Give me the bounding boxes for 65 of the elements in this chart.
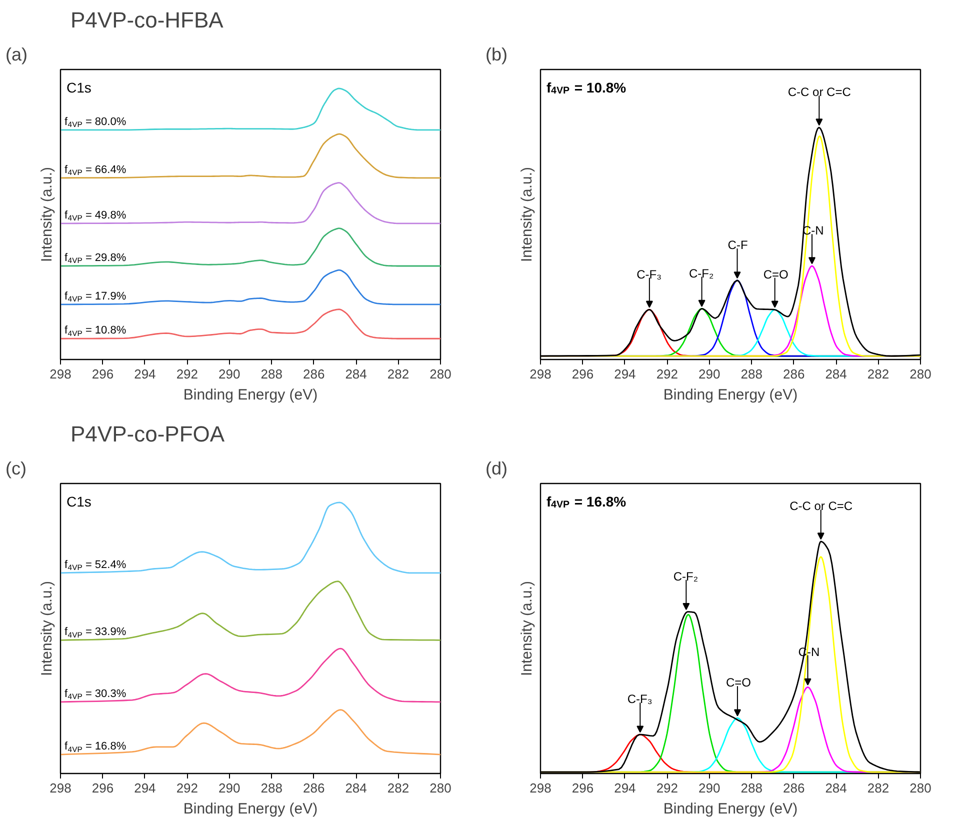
x-tick-label: 296	[572, 366, 594, 382]
x-tick-label: 296	[572, 780, 594, 796]
x-tick-label: 294	[134, 366, 156, 382]
y-axis-title: Intensity (a.u.)	[518, 166, 536, 262]
x-tick-label: 292	[656, 780, 678, 796]
text: (d)	[486, 458, 508, 478]
annotation: C1s	[66, 80, 92, 96]
x-tick-label: 288	[260, 780, 282, 796]
x-tick-label: 282	[867, 366, 890, 382]
x-axis-title: Binding Energy (eV)	[183, 800, 318, 817]
y-axis-title: Intensity (a.u.)	[38, 580, 56, 676]
x-tick-label: 280	[430, 780, 452, 796]
x-tick-label: 286	[302, 366, 325, 382]
annotation: C=O	[726, 676, 751, 690]
x-tick-label: 298	[50, 366, 72, 382]
x-tick-label: 292	[176, 780, 198, 796]
x-tick-label: 290	[698, 780, 720, 796]
annotation: C-C or C=C	[790, 499, 853, 514]
x-axis-title: Binding Energy (eV)	[663, 800, 798, 817]
annotation: C-F₂	[688, 266, 714, 280]
x-axis-title: Binding Energy (eV)	[183, 386, 318, 404]
y-axis-title: Intensity (a.u.)	[518, 580, 536, 676]
annotation: C=O	[763, 267, 788, 282]
x-tick-label: 286	[782, 366, 805, 382]
x-tick-label: 280	[910, 780, 932, 796]
x-tick-label: 296	[92, 366, 114, 382]
x-axis-title: Binding Energy (eV)	[663, 386, 798, 404]
x-tick-label: 284	[825, 366, 847, 382]
x-tick-label: 280	[910, 366, 932, 382]
annotation: C-F₃	[636, 267, 662, 282]
x-tick-label: 294	[614, 780, 636, 796]
x-tick-label: 288	[740, 366, 762, 382]
text: (c)	[6, 458, 26, 478]
x-tick-label: 282	[387, 366, 410, 382]
x-tick-label: 292	[176, 366, 198, 382]
annotation: C-F	[728, 238, 748, 252]
x-tick-label: 290	[218, 780, 240, 796]
x-tick-label: 290	[698, 366, 720, 382]
chart-title: P4VP-co-HFBA	[70, 8, 224, 32]
x-tick-label: 292	[656, 366, 678, 382]
x-tick-label: 284	[345, 366, 367, 382]
x-tick-label: 286	[302, 780, 325, 796]
x-tick-label: 294	[134, 780, 156, 796]
x-tick-label: 290	[218, 366, 240, 382]
x-tick-label: 296	[92, 780, 114, 796]
x-tick-label: 298	[530, 366, 552, 382]
x-tick-label: 282	[387, 780, 410, 796]
x-tick-label: 282	[867, 780, 890, 796]
text: (b)	[486, 44, 508, 64]
x-tick-label: 294	[614, 366, 636, 382]
annotation: C-F₃	[627, 692, 652, 706]
annotation: C-F₂	[673, 569, 698, 584]
annotation: C-C or C=C	[788, 85, 852, 100]
x-tick-label: 280	[430, 366, 452, 382]
x-tick-label: 288	[260, 366, 282, 382]
x-tick-label: 298	[50, 780, 72, 796]
y-axis-title: Intensity (a.u.)	[38, 166, 56, 262]
x-tick-label: 286	[782, 780, 805, 796]
chart-title: P4VP-co-PFOA	[70, 422, 225, 446]
x-tick-label: 284	[825, 780, 847, 796]
x-tick-label: 288	[740, 780, 762, 796]
text: (a)	[6, 44, 28, 64]
x-tick-label: 284	[345, 780, 367, 796]
annotation: C1s	[66, 494, 92, 510]
x-tick-label: 298	[530, 780, 552, 796]
